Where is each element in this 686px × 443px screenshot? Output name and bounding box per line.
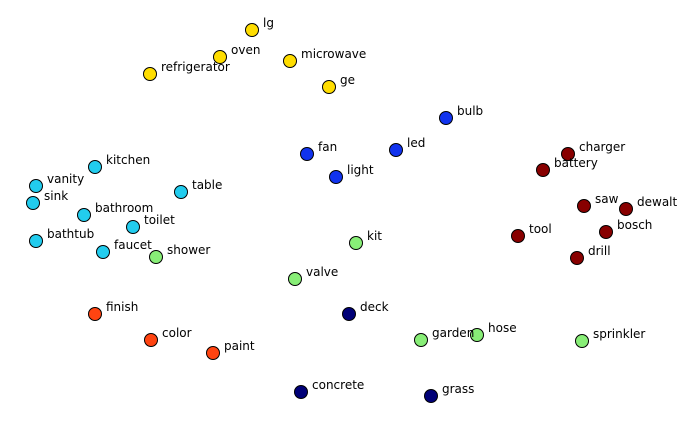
point-label-battery: battery <box>554 156 598 170</box>
point-label-toilet: toilet <box>144 213 175 227</box>
point-label-lg: lg <box>263 16 274 30</box>
point-label-finish: finish <box>106 300 138 314</box>
point-label-bathroom: bathroom <box>95 201 153 215</box>
point-label-drill: drill <box>588 244 611 258</box>
point-shower <box>149 250 163 264</box>
point-label-faucet: faucet <box>114 238 152 252</box>
point-label-saw: saw <box>595 192 619 206</box>
point-bosch <box>599 225 613 239</box>
point-sink <box>26 196 40 210</box>
point-table <box>174 185 188 199</box>
point-label-charger: charger <box>579 140 625 154</box>
point-drill <box>570 251 584 265</box>
point-bulb <box>439 111 453 125</box>
point-valve <box>288 272 302 286</box>
point-label-hose: hose <box>488 321 517 335</box>
point-light <box>329 170 343 184</box>
point-deck <box>342 307 356 321</box>
point-microwave <box>283 54 297 68</box>
point-label-kit: kit <box>367 229 382 243</box>
point-label-vanity: vanity <box>47 172 84 186</box>
scatter-points-layer <box>26 23 633 403</box>
point-hose <box>470 328 484 342</box>
point-bathtub <box>29 234 43 248</box>
point-kit <box>349 236 363 250</box>
point-label-sprinkler: sprinkler <box>593 327 645 341</box>
point-concrete <box>294 385 308 399</box>
point-battery <box>536 163 550 177</box>
point-label-table: table <box>192 178 222 192</box>
point-label-bathtub: bathtub <box>47 227 94 241</box>
point-label-deck: deck <box>360 300 389 314</box>
point-vanity <box>29 179 43 193</box>
point-label-valve: valve <box>306 265 338 279</box>
point-label-oven: oven <box>231 43 260 57</box>
point-label-tool: tool <box>529 222 552 236</box>
point-label-fan: fan <box>318 140 337 154</box>
point-color <box>144 333 158 347</box>
point-label-paint: paint <box>224 339 255 353</box>
point-label-led: led <box>407 136 425 150</box>
point-tool <box>511 229 525 243</box>
point-label-refrigerator: refrigerator <box>161 60 230 74</box>
point-label-light: light <box>347 163 374 177</box>
point-bathroom <box>77 208 91 222</box>
point-label-kitchen: kitchen <box>106 153 150 167</box>
point-faucet <box>96 245 110 259</box>
point-garden <box>414 333 428 347</box>
point-label-dewalt: dewalt <box>637 195 678 209</box>
point-label-bosch: bosch <box>617 218 652 232</box>
point-kitchen <box>88 160 102 174</box>
point-finish <box>88 307 102 321</box>
point-grass <box>424 389 438 403</box>
point-label-bulb: bulb <box>457 104 483 118</box>
point-label-sink: sink <box>44 189 68 203</box>
point-label-shower: shower <box>167 243 210 257</box>
point-sprinkler <box>575 334 589 348</box>
point-oven <box>213 50 227 64</box>
point-label-microwave: microwave <box>301 47 366 61</box>
point-label-grass: grass <box>442 382 474 396</box>
point-lg <box>245 23 259 37</box>
point-label-color: color <box>162 326 192 340</box>
point-dewalt <box>619 202 633 216</box>
point-paint <box>206 346 220 360</box>
point-toilet <box>126 220 140 234</box>
point-refrigerator <box>143 67 157 81</box>
point-charger <box>561 147 575 161</box>
point-label-garden: garden <box>432 326 474 340</box>
point-label-concrete: concrete <box>312 378 364 392</box>
point-ge <box>322 80 336 94</box>
point-fan <box>300 147 314 161</box>
point-label-ge: ge <box>340 73 355 87</box>
point-saw <box>577 199 591 213</box>
point-led <box>389 143 403 157</box>
